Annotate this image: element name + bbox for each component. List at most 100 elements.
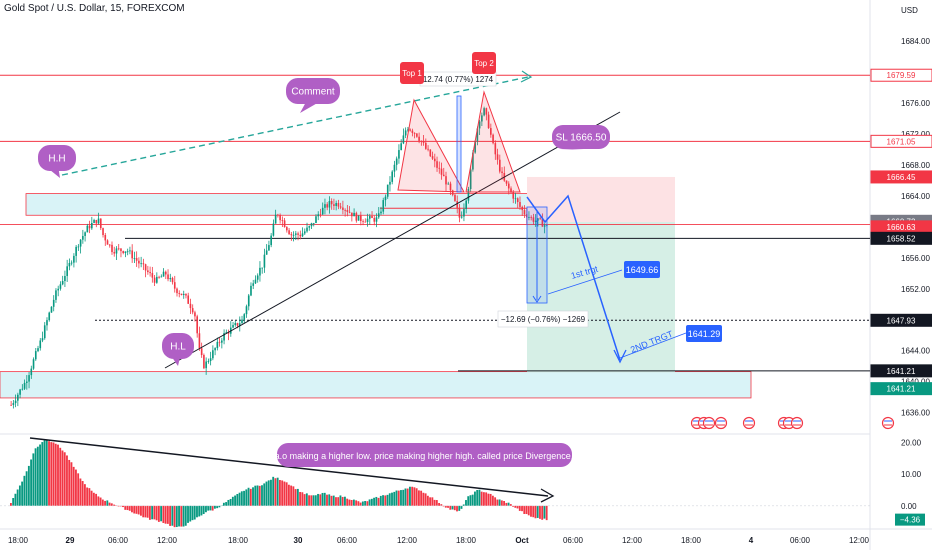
ao-bar: [328, 494, 331, 506]
candle: [176, 288, 178, 294]
ao-bar: [14, 493, 17, 506]
ao-bar: [350, 500, 353, 506]
ao-bar: [213, 505, 216, 509]
ao-bar: [101, 499, 104, 506]
candle: [386, 184, 389, 197]
candle: [539, 218, 541, 220]
candle: [135, 258, 138, 261]
ao-bar: [209, 505, 212, 511]
ao-bar: [140, 505, 142, 516]
ao-bar: [527, 505, 530, 516]
candle: [368, 215, 371, 219]
candle: [153, 277, 156, 283]
candle: [73, 255, 75, 263]
ao-bar: [319, 494, 322, 506]
ao-bar: [301, 492, 304, 506]
ao-bar: [337, 497, 340, 506]
candle: [335, 203, 337, 206]
ao-bar: [532, 505, 535, 518]
ao-bar: [451, 505, 454, 510]
candle: [108, 244, 111, 246]
candle: [315, 216, 317, 223]
time-tick: 18:00: [456, 536, 477, 545]
price-tick: 1664.00: [901, 192, 930, 201]
ao-bar: [68, 459, 71, 506]
ao-bar: [225, 502, 228, 506]
candle: [534, 220, 537, 222]
candle: [124, 251, 127, 253]
candle: [456, 201, 459, 208]
ao-bar: [131, 505, 133, 513]
candle: [30, 368, 33, 376]
ao-bar: [88, 488, 91, 506]
candle: [357, 215, 360, 221]
ao-bar: [335, 497, 337, 506]
candle: [200, 348, 203, 355]
candle: [324, 204, 326, 208]
price-badge-label: 1666.45: [887, 173, 916, 182]
ao-bar: [518, 505, 521, 511]
candle: [254, 279, 257, 284]
candle: [436, 161, 438, 168]
ao-bar: [382, 495, 384, 506]
candle: [256, 275, 259, 280]
top-2-tag: [472, 52, 496, 74]
ao-bar: [357, 501, 360, 506]
ao-bar: [169, 505, 171, 526]
hl-callout: [162, 333, 194, 359]
candle: [451, 190, 454, 195]
candle: [492, 134, 494, 144]
candle: [160, 276, 163, 278]
candle: [225, 332, 228, 334]
ao-bar: [512, 505, 514, 507]
ao-bar: [543, 505, 546, 519]
candle: [530, 217, 533, 218]
price-tick: 1652.00: [901, 285, 930, 294]
candle: [61, 281, 64, 285]
ao-bar: [113, 504, 115, 506]
candle: [463, 209, 465, 217]
hh-callout: [38, 145, 76, 171]
ao-bar: [157, 505, 160, 522]
ao-bar: [534, 505, 537, 519]
time-tick: 18:00: [8, 536, 29, 545]
ao-bar: [503, 501, 506, 506]
candle: [416, 133, 418, 137]
ao-bar: [57, 444, 59, 506]
candle: [290, 234, 293, 236]
candle: [95, 219, 98, 224]
candle: [476, 128, 479, 142]
ao-bar: [18, 485, 21, 506]
candle: [151, 273, 154, 278]
ao-bar: [507, 502, 510, 506]
ao-bar: [370, 498, 373, 506]
hl-callout-text: H.L: [170, 342, 186, 353]
price-tick: 1644.00: [901, 347, 930, 356]
ao-bar: [449, 505, 452, 510]
ao-bar: [409, 486, 411, 506]
candle: [485, 108, 488, 115]
candle: [344, 209, 346, 211]
ascending-trendline: [164, 111, 621, 369]
candle: [521, 206, 524, 211]
ao-bar: [285, 482, 288, 506]
candle: [272, 223, 275, 236]
price-badge: [870, 364, 932, 378]
ao-bar: [384, 495, 387, 506]
ao-bar: [377, 497, 380, 506]
candle: [138, 260, 140, 264]
ao-bar: [218, 505, 221, 508]
ao-bar: [281, 480, 284, 506]
sl-callout-text: SL 1666.50: [556, 133, 607, 144]
ao-bar: [279, 480, 281, 506]
ao-bar: [296, 488, 299, 506]
candle: [34, 351, 37, 360]
candle: [238, 323, 241, 326]
divergence-callout: [277, 443, 572, 467]
price-tick: 1636.00: [901, 409, 930, 418]
candle: [17, 394, 19, 401]
candle: [252, 283, 255, 286]
price-tick: 1684.00: [901, 37, 930, 46]
ao-bar: [465, 500, 467, 506]
